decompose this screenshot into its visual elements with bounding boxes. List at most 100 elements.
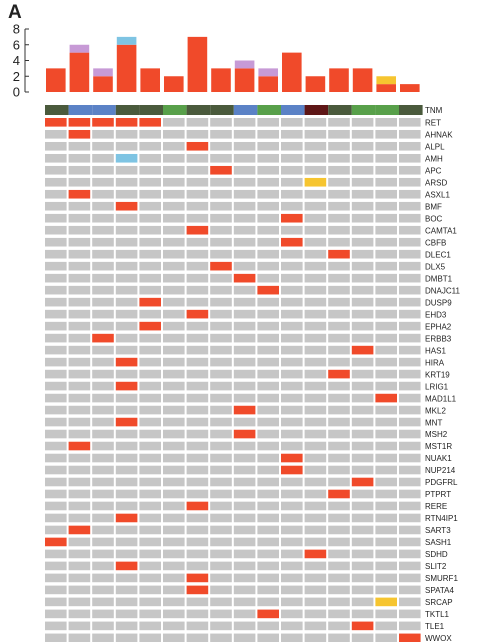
heatmap-cell [210,597,232,607]
heatmap-cell [139,357,161,367]
tnm-cell [304,105,329,115]
heatmap-cell [92,129,114,139]
heatmap-cell [210,261,232,271]
tnm-cell [351,105,376,115]
gene-label: BMF [425,202,442,211]
heatmap-cell [281,405,303,415]
panel-label: A [8,2,22,23]
heatmap-cell [257,249,279,259]
heatmap-cell [45,513,67,523]
heatmap-cell [304,513,327,523]
heatmap-cell [399,297,421,307]
heatmap-cell [281,129,303,139]
heatmap-cell [210,417,232,427]
heatmap-cell [45,225,67,235]
heatmap-cell [186,237,209,247]
heatmap-cell [281,489,303,499]
heatmap-cell [281,477,303,487]
heatmap-cell [186,309,209,319]
heatmap-cell [257,285,279,295]
heatmap-cell [233,153,256,163]
heatmap-cell [233,213,256,223]
heatmap-cell [163,501,185,511]
heatmap-cell [375,118,397,127]
heatmap-cell [163,189,185,199]
heatmap-cell [281,453,303,463]
heatmap-cell [375,321,397,331]
heatmap-cell [304,405,327,415]
heatmap-cell [139,549,161,559]
bar-segment-red [352,68,373,92]
heatmap-cell [257,345,279,355]
heatmap-cell [399,501,421,511]
heatmap-cell [92,345,114,355]
heatmap-cell [115,633,138,642]
heatmap-cell [233,309,256,319]
heatmap-cell [186,381,209,391]
heatmap-cell [139,573,161,583]
heatmap-cell [304,501,327,511]
heatmap-cell [115,477,138,487]
heatmap-cell [115,417,138,427]
heatmap-cell [139,189,161,199]
heatmap-cell [92,261,114,271]
heatmap-cell [210,441,232,451]
heatmap-cell [375,597,397,607]
heatmap-cell [351,477,374,487]
heatmap-cell [257,513,279,523]
heatmap-cell [115,537,138,547]
gene-label: MAD1L1 [425,394,457,403]
heatmap-cell [351,489,374,499]
heatmap-cell [281,249,303,259]
heatmap-cell [68,513,91,523]
heatmap-cell [328,285,350,295]
heatmap-cell [304,321,327,331]
heatmap-cell [68,501,91,511]
heatmap-cell [375,453,397,463]
heatmap-cell [186,225,209,235]
heatmap-cell [210,477,232,487]
heatmap-cell [304,237,327,247]
heatmap-cell [328,525,350,535]
heatmap-cell [257,525,279,535]
heatmap-cell [257,118,279,127]
heatmap-cell [139,501,161,511]
heatmap-cell [375,201,397,211]
heatmap-cell [351,345,374,355]
heatmap-cell [257,417,279,427]
heatmap-cell [351,369,374,379]
heatmap-cell [115,453,138,463]
heatmap-cell [233,549,256,559]
heatmap-cell [115,273,138,283]
heatmap-cell [328,477,350,487]
heatmap-cell [45,621,67,631]
heatmap-cell [163,213,185,223]
heatmap-cell [351,249,374,259]
heatmap-cell [68,561,91,571]
heatmap-cell [233,597,256,607]
heatmap-cell [45,417,67,427]
heatmap-cell [375,417,397,427]
heatmap-cell [139,321,161,331]
heatmap-cell [304,261,327,271]
heatmap-cell [351,525,374,535]
heatmap-cell [257,381,279,391]
heatmap-cell [139,309,161,319]
heatmap-cell [92,297,114,307]
heatmap-cell [351,633,374,642]
bar-segment-red [69,52,90,92]
heatmap-cell [375,273,397,283]
gene-label: SPATA4 [425,586,454,595]
heatmap-cell [281,609,303,619]
heatmap-cell [68,597,91,607]
heatmap-cell [45,477,67,487]
heatmap-cell [281,465,303,475]
heatmap-cell [233,621,256,631]
heatmap-cell [399,429,421,439]
heatmap-cell [210,333,232,343]
heatmap-cell [375,585,397,595]
heatmap-cell [233,118,256,127]
heatmap-cell [304,525,327,535]
heatmap-cell [375,261,397,271]
heatmap-cell [233,513,256,523]
